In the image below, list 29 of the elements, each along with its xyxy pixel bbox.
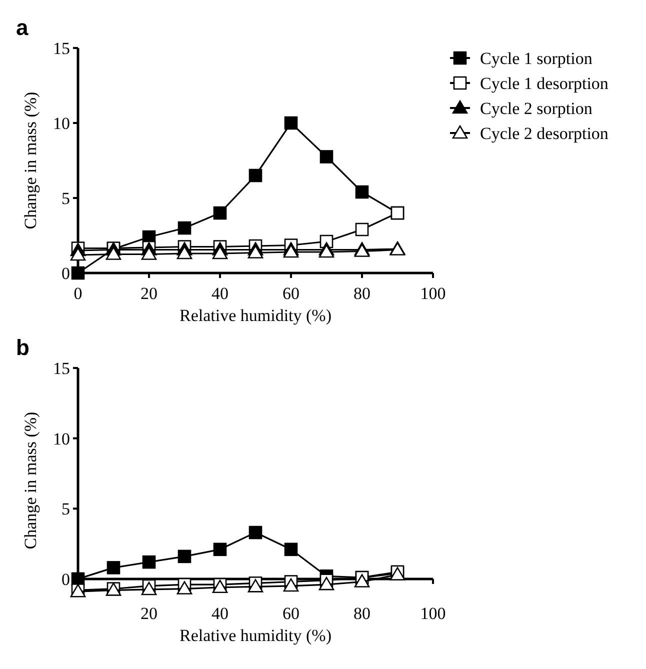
- chart-title: a: [16, 15, 29, 40]
- y-tick-label: 15: [53, 38, 70, 58]
- y-tick-label: 5: [62, 188, 70, 208]
- x-tick-label: 100: [420, 604, 446, 623]
- y-axis-title: Change in mass (%): [21, 92, 40, 230]
- legend-label: Cycle 1 desorption: [480, 74, 609, 93]
- y-axis-title: Change in mass (%): [21, 412, 40, 550]
- legend-label: Cycle 2 sorption: [480, 98, 593, 118]
- x-tick-label: 0: [74, 284, 82, 303]
- x-axis-title: Relative humidity (%): [179, 626, 332, 645]
- chart-title: b: [16, 335, 30, 360]
- x-tick-label: 40: [212, 604, 228, 623]
- y-tick-label: 10: [53, 114, 70, 133]
- x-axis-title: Relative humidity (%): [179, 306, 332, 325]
- y-tick-label: 15: [53, 358, 70, 378]
- x-tick-label: 80: [354, 284, 370, 303]
- x-tick-label: 100: [420, 284, 446, 303]
- x-tick-label: 60: [282, 604, 300, 623]
- x-tick-label: 80: [354, 604, 370, 623]
- x-tick-label: 40: [212, 284, 228, 303]
- legend-label: Cycle 1 sorption: [480, 48, 593, 68]
- x-tick-label: 60: [282, 284, 300, 303]
- y-tick-label: 0: [62, 264, 70, 283]
- y-tick-label: 10: [53, 429, 70, 448]
- y-tick-label: 0: [62, 570, 70, 589]
- y-tick-label: 5: [62, 500, 70, 519]
- x-tick-label: 20: [140, 604, 158, 623]
- legend-label: Cycle 2 desorption: [480, 124, 609, 143]
- x-tick-label: 20: [140, 284, 158, 303]
